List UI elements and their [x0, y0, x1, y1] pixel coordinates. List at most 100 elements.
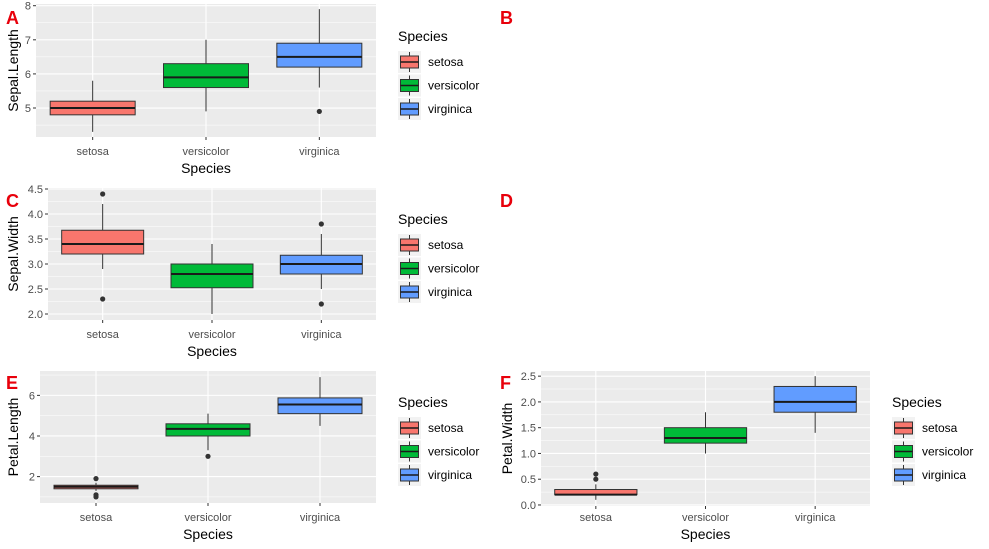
y-tick-label: 2.0 [28, 309, 43, 321]
y-tick-label: 3.5 [28, 234, 43, 246]
panel-label-a: A [6, 8, 19, 28]
legend-entry-label: versicolor [428, 445, 479, 459]
y-tick-label: 1.0 [521, 448, 536, 460]
legend-entry-label: virginica [428, 285, 472, 299]
y-tick-label: 5 [25, 103, 31, 115]
outlier-point [100, 296, 106, 302]
legend: Species setosa versicolor virginica [892, 394, 973, 486]
chart-panel-f: 0.0 0.5 1.0 1.5 2.0 2.5 setosa versicolor virgin… [499, 371, 973, 542]
y-tick-label: 0.5 [521, 474, 536, 486]
y-tick-label: 4.0 [28, 209, 43, 221]
y-tick-label: 6 [25, 69, 31, 81]
panel-label-d: D [500, 191, 513, 211]
box-body [277, 397, 363, 415]
legend-title: Species [398, 211, 448, 227]
y-tick-label: 2.5 [28, 284, 43, 296]
box-body [170, 263, 254, 289]
x-tick-label: virginica [299, 146, 340, 158]
legend-entry-label: virginica [922, 468, 966, 482]
y-tick-label: 2.0 [521, 397, 536, 409]
y-tick-label: 4.5 [28, 184, 43, 196]
y-tick-label: 7 [25, 35, 31, 47]
box-setosa [554, 471, 638, 500]
box-versicolor [163, 39, 249, 112]
legend-entry-label: setosa [922, 421, 958, 435]
outlier-point [593, 476, 599, 482]
y-axis-title: Petal.Length [5, 398, 21, 477]
legend-entry-label: virginica [428, 102, 472, 116]
x-tick-label: setosa [86, 329, 119, 341]
box-virginica [773, 376, 857, 433]
panel-label-f: F [500, 373, 511, 393]
panel-label-b: B [500, 8, 513, 28]
box-body [276, 42, 363, 68]
legend-key-versicolor [398, 74, 421, 97]
outlier-point [93, 494, 99, 500]
legend-key-virginica [398, 464, 421, 486]
outlier-point [318, 301, 324, 307]
x-axis-title: Species [681, 526, 731, 542]
box-virginica [276, 9, 363, 115]
box-versicolor [170, 244, 254, 314]
legend-key-setosa [398, 234, 421, 256]
panel-label-e: E [6, 373, 18, 393]
legend-title: Species [892, 394, 942, 410]
box-setosa [49, 80, 136, 132]
outlier-point [593, 471, 599, 477]
legend-key-versicolor [398, 257, 421, 280]
box-body [61, 229, 145, 255]
legend-key-setosa [892, 417, 915, 439]
y-axis-title: Sepal.Width [5, 216, 21, 291]
legend-entry-label: setosa [428, 238, 464, 252]
y-tick-label: 8 [25, 1, 31, 13]
panel-label-c: C [6, 191, 19, 211]
box-setosa [61, 191, 145, 302]
chart-panel-e: 2 4 6 setosa versicolor virginica Species Petal… [5, 371, 479, 542]
box-body [163, 63, 249, 89]
box-body [663, 427, 748, 444]
y-axis-title: Sepal.Length [5, 29, 21, 112]
box-virginica [279, 221, 363, 307]
x-tick-label: versicolor [182, 146, 229, 158]
y-tick-label: 1.5 [521, 423, 536, 435]
legend-title: Species [398, 28, 448, 44]
legend-title: Species [398, 394, 448, 410]
legend-entry-label: virginica [428, 468, 472, 482]
box-versicolor [663, 412, 748, 454]
x-tick-label: setosa [76, 146, 109, 158]
box-body [773, 385, 857, 413]
box-virginica [277, 377, 363, 426]
x-tick-label: versicolor [188, 329, 235, 341]
chart-panel-c: 2.0 2.5 3.0 3.5 4.0 4.5 setosa versicolor virgin… [5, 184, 479, 359]
outlier-point [316, 108, 322, 115]
legend-key-versicolor [398, 440, 421, 463]
legend-key-virginica [398, 98, 421, 120]
legend: Species setosa versicolor virginica [398, 394, 479, 486]
legend-key-virginica [892, 464, 915, 486]
legend-entry-label: setosa [428, 55, 464, 69]
x-axis-title: Species [187, 343, 237, 359]
x-tick-label: setosa [80, 512, 113, 524]
legend-entry-label: versicolor [428, 262, 479, 276]
outlier-point [205, 453, 211, 459]
outlier-point [93, 476, 99, 482]
y-tick-label: 4 [29, 431, 35, 443]
y-tick-label: 3.0 [28, 259, 43, 271]
x-tick-label: virginica [300, 512, 341, 524]
x-axis-title: Species [183, 526, 233, 542]
y-axis-title: Petal.Width [499, 403, 515, 475]
legend: Species setosa versicolor virginica [398, 28, 479, 120]
outlier-point [318, 221, 324, 227]
box-setosa [53, 476, 139, 500]
legend-key-setosa [398, 51, 421, 73]
x-axis-title: Species [181, 160, 231, 176]
y-tick-label: 2 [29, 472, 35, 484]
x-tick-label: virginica [301, 329, 342, 341]
outlier-point [100, 191, 106, 197]
chart-panel-a: 5 6 7 8 setosa versicolor virginica Species Sepa… [5, 1, 479, 176]
box-versicolor [165, 413, 251, 459]
legend: Species setosa versicolor virginica [398, 211, 479, 303]
legend-key-virginica [398, 281, 421, 303]
x-tick-label: virginica [795, 512, 836, 524]
